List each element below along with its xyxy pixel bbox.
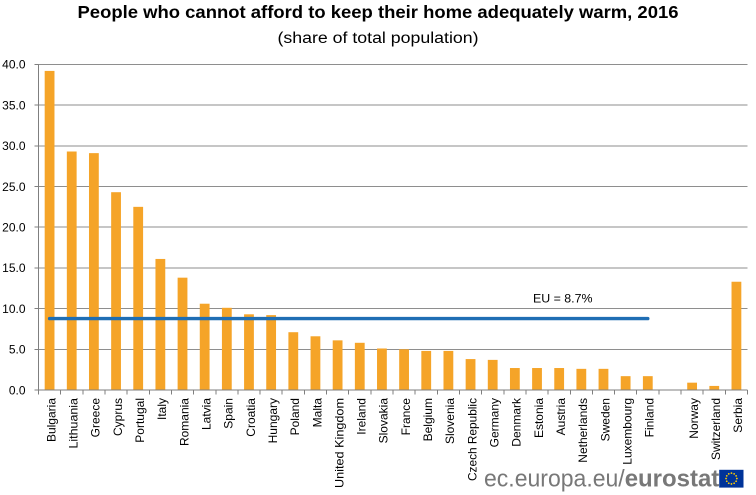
svg-text:Ireland: Ireland: [355, 398, 369, 435]
svg-text:Luxembourg: Luxembourg: [620, 398, 634, 465]
svg-text:Croatia: Croatia: [244, 398, 258, 437]
svg-text:Hungary: Hungary: [266, 398, 280, 443]
svg-text:Serbia: Serbia: [731, 398, 745, 433]
svg-text:Switzerland: Switzerland: [709, 398, 723, 460]
svg-text:Bulgaria: Bulgaria: [44, 398, 58, 442]
svg-text:Spain: Spain: [222, 398, 236, 429]
svg-text:Norway: Norway: [687, 398, 701, 439]
svg-text:Netherlands: Netherlands: [576, 398, 590, 463]
svg-text:People who cannot afford to ke: People who cannot afford to keep their h…: [78, 2, 679, 22]
svg-text:France: France: [399, 398, 413, 436]
svg-text:Lithuania: Lithuania: [67, 398, 81, 449]
svg-text:Malta: Malta: [310, 398, 324, 428]
svg-text:Portugal: Portugal: [133, 398, 147, 443]
svg-text:30.0: 30.0: [2, 139, 26, 153]
svg-text:EU = 8.7%: EU = 8.7%: [533, 292, 593, 306]
svg-text:Latvia: Latvia: [199, 398, 213, 430]
svg-text:5.0: 5.0: [9, 343, 26, 357]
svg-text:20.0: 20.0: [2, 221, 26, 235]
svg-text:(share of total population): (share of total population): [278, 30, 479, 47]
svg-text:Sweden: Sweden: [598, 398, 612, 441]
svg-text:Denmark: Denmark: [510, 397, 524, 447]
svg-text:ec.europa.eu/eurostat: ec.europa.eu/eurostat: [484, 466, 719, 493]
svg-text:Cyprus: Cyprus: [111, 398, 125, 436]
svg-text:15.0: 15.0: [2, 261, 26, 275]
svg-text:Estonia: Estonia: [532, 398, 546, 438]
svg-text:Italy: Italy: [155, 398, 169, 420]
svg-text:Germany: Germany: [488, 398, 502, 447]
svg-text:25.0: 25.0: [2, 180, 26, 194]
svg-text:Belgium: Belgium: [421, 398, 435, 441]
svg-text:Finland: Finland: [643, 398, 657, 437]
svg-text:10.0: 10.0: [2, 302, 26, 316]
svg-text:0.0: 0.0: [9, 383, 26, 397]
svg-text:United Kingdom: United Kingdom: [332, 398, 346, 488]
svg-text:Poland: Poland: [288, 398, 302, 435]
svg-text:40.0: 40.0: [2, 58, 26, 72]
svg-text:Czech Republic: Czech Republic: [465, 398, 479, 481]
svg-text:35.0: 35.0: [2, 98, 26, 112]
svg-text:Romania: Romania: [177, 398, 191, 446]
svg-text:Slovakia: Slovakia: [377, 398, 391, 444]
svg-text:Slovenia: Slovenia: [443, 398, 457, 444]
svg-text:Greece: Greece: [89, 398, 103, 438]
svg-text:Austria: Austria: [554, 398, 568, 436]
